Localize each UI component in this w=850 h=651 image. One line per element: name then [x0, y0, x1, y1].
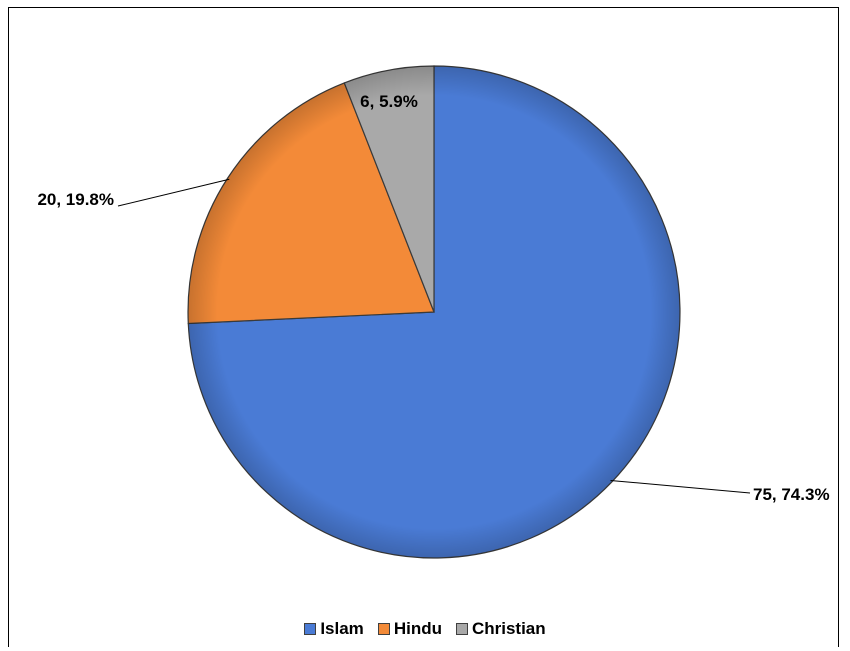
legend-swatch-islam	[304, 623, 317, 635]
legend-item-christian[interactable]: Christian	[455, 619, 546, 639]
legend-item-islam[interactable]: Islam	[304, 619, 364, 639]
slices-layer	[187, 65, 681, 559]
legend-label-christian: Christian	[471, 619, 546, 638]
legend-item-hindu[interactable]: Hindu	[377, 619, 442, 639]
legend: Islam Hindu Christian	[0, 619, 850, 639]
legend-label-hindu: Hindu	[393, 619, 442, 638]
leader-line-islam	[610, 479, 751, 494]
labels-layer: 75, 74.3% 20, 19.8% 6, 5.9%	[37, 92, 829, 504]
data-label-islam: 75, 74.3%	[753, 485, 830, 504]
data-label-hindu: 20, 19.8%	[37, 190, 114, 209]
legend-swatch-hindu	[377, 623, 390, 635]
chart-frame	[8, 7, 839, 647]
legend-swatch-christian	[455, 623, 468, 635]
leader-line-hindu	[117, 178, 230, 207]
legend-label-islam: Islam	[320, 619, 364, 638]
data-label-christian: 6, 5.9%	[360, 92, 418, 111]
